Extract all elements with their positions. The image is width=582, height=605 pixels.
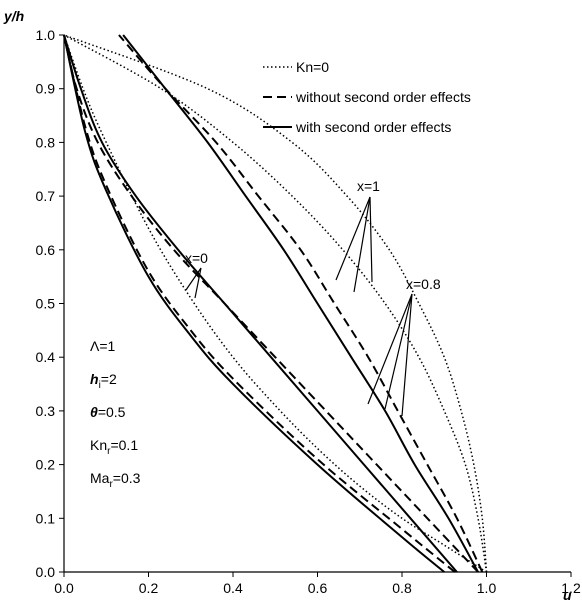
series-line-dotted [63,34,488,573]
annotation-x0: x=0 [185,250,208,266]
arrow-x08-a [367,293,413,405]
x-tick-label: 0.4 [223,580,243,596]
arrow-x1-c [369,196,373,283]
legend-label-without: without second order effects [295,89,471,105]
parameter-label: Λ=1 [90,338,116,354]
annotation-x08: x=0.8 [406,276,441,292]
y-tick-label: 0.5 [36,296,56,312]
parameter-list: Λ=1 hi=2 θ=0.5 Knr=0.1 Mar=0.3 [90,338,141,490]
series-line-dashed [63,34,479,573]
x-tick-label: 0.0 [54,580,74,596]
parameter-label: hi=2 [90,371,117,391]
x-axis-label: u [563,587,572,603]
x-tick-label: 0.6 [308,580,328,596]
legend-label-kn0: Kn=0 [296,59,329,75]
y-axis-label: y/h [3,8,24,24]
series-line-solid [63,34,445,573]
y-tick-label: 0.4 [36,349,56,365]
series-line-dotted [63,34,488,573]
series-lines [63,34,488,573]
parameter-label: θ=0.5 [90,404,126,420]
parameter-label: Mar=0.3 [90,470,141,490]
arrow-x1-b [353,196,371,293]
arrow-x0-a [185,267,202,291]
y-tick-label: 0.3 [36,403,56,419]
y-tick-label: 0.2 [36,457,56,473]
legend-label-with: with second order effects [295,119,451,135]
y-tick-label: 0.0 [36,564,56,580]
y-tick-label: 0.1 [36,510,56,526]
x-tick-label: 1.2 [561,580,581,596]
arrow-x1-a [335,196,371,281]
series-line-dashed [118,34,484,573]
arrow-x08-c [401,293,413,417]
y-tick-label: 0.8 [36,134,56,150]
y-tick-label: 0.7 [36,188,56,204]
y-tick-label: 1.0 [36,27,56,43]
legend: Kn=0 without second order effects with s… [263,59,471,135]
x-tick-label: 0.8 [392,580,412,596]
arrow-x0-b [194,267,202,299]
series-line-solid [122,34,479,573]
annotations: x=0 x=1 x=0.8 [185,178,441,417]
parameter-label: Knr=0.1 [90,437,138,457]
series-line-dashed [63,34,456,573]
x-tick-label: 0.2 [139,580,159,596]
x-tick-label: 1.0 [477,580,497,596]
series-line-solid [63,34,458,573]
y-tick-label: 0.6 [36,242,56,258]
y-tick-label: 0.9 [36,81,56,97]
series-line-dotted [63,34,487,573]
arrow-x08-b [384,293,413,410]
ticks: 0.0 0.2 0.4 0.6 0.8 1.0 1.2 0.0 0.1 0.2 0.3 0.4 0.5 0… [36,27,581,596]
annotation-x1: x=1 [357,178,380,194]
